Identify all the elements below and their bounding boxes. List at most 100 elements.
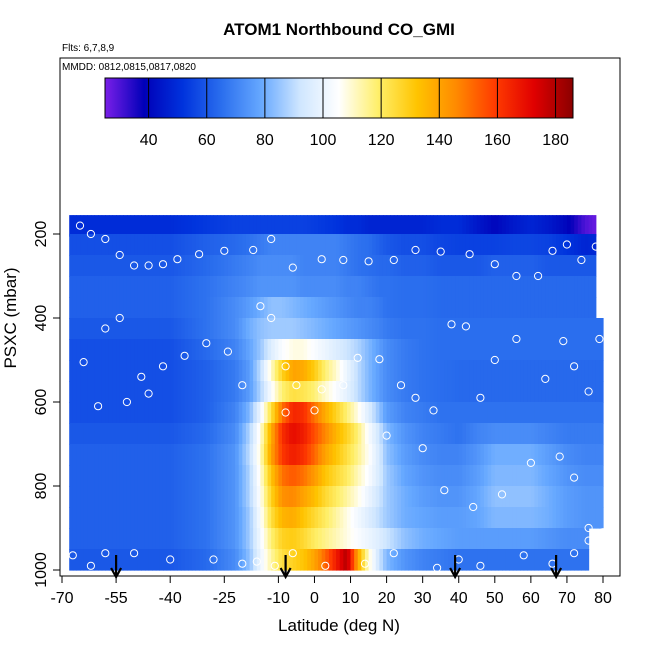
sample-point	[267, 234, 276, 244]
heatmap-cell	[188, 486, 193, 508]
heatmap-cell	[274, 297, 279, 319]
heatmap-cell	[278, 339, 283, 361]
heatmap-cell	[101, 465, 106, 487]
heatmap-cell	[379, 297, 384, 319]
heatmap-cell	[166, 318, 171, 340]
heatmap-cell	[90, 423, 96, 445]
heatmap-cell	[274, 360, 279, 382]
heatmap-cell	[530, 486, 536, 508]
heatmap-cell	[173, 215, 179, 237]
heatmap-cell	[581, 465, 586, 487]
heatmap-cell	[123, 339, 128, 361]
heatmap-cell	[72, 423, 78, 445]
heatmap-cell	[379, 215, 384, 237]
heatmap-cell	[94, 549, 99, 571]
heatmap-cell	[155, 528, 160, 550]
heatmap-cell	[217, 423, 222, 445]
heatmap-cell	[235, 423, 240, 445]
heatmap-cell	[116, 297, 121, 319]
heatmap-cell	[408, 528, 413, 550]
sample-point	[202, 339, 211, 348]
heatmap-cell	[148, 402, 153, 424]
heatmap-cell	[339, 549, 344, 571]
heatmap-cell	[177, 318, 182, 340]
heatmap-cell	[491, 276, 496, 298]
heatmap-cell	[148, 465, 153, 487]
x-tick-label: -55	[105, 590, 128, 607]
heatmap-cell	[235, 486, 240, 508]
heatmap-cell	[357, 528, 362, 550]
heatmap-cell	[433, 465, 438, 487]
heatmap-cell	[314, 528, 319, 550]
heatmap-cell	[300, 360, 305, 382]
sample-point	[158, 260, 168, 269]
heatmap-cell	[188, 507, 193, 529]
heatmap-cell	[473, 402, 478, 424]
heatmap-cell	[516, 507, 521, 529]
heatmap-cell	[152, 486, 157, 508]
colorbar-tick-label: 80	[256, 132, 274, 149]
heatmap-cell	[332, 276, 337, 298]
heatmap-cell	[130, 255, 135, 277]
heatmap-cell	[592, 507, 597, 529]
heatmap-cell	[563, 528, 568, 550]
heatmap-cell	[310, 276, 316, 298]
heatmap-cell	[372, 297, 377, 319]
heatmap-cell	[368, 234, 373, 256]
heatmap-cell	[447, 465, 453, 487]
heatmap-cell	[87, 360, 92, 382]
heatmap-cell	[512, 465, 518, 487]
heatmap-cell	[209, 276, 215, 298]
heatmap-cell	[346, 360, 352, 382]
heatmap-cell	[285, 297, 290, 319]
heatmap-cell	[83, 423, 88, 445]
heatmap-cell	[256, 339, 261, 361]
heatmap-cell	[206, 339, 211, 361]
heatmap-cell	[289, 276, 294, 298]
heatmap-cell	[231, 549, 236, 571]
heatmap-cell	[249, 465, 254, 487]
heatmap-cell	[455, 444, 460, 466]
heatmap-cell	[382, 234, 388, 256]
heatmap-cell	[245, 465, 251, 487]
heatmap-cell	[285, 255, 290, 277]
sample-point	[595, 334, 604, 344]
heatmap-cell	[105, 423, 110, 445]
heatmap-cell	[177, 339, 182, 361]
heatmap-cell	[476, 423, 481, 445]
heatmap-cell	[289, 360, 294, 382]
heatmap-cell	[545, 381, 550, 403]
heatmap-cell	[166, 465, 171, 487]
heatmap-cell	[267, 444, 272, 466]
sample-point	[130, 549, 139, 558]
heatmap-cell	[548, 423, 554, 445]
heatmap-cell	[267, 423, 272, 445]
heatmap-cell	[451, 549, 456, 571]
heatmap-cell	[112, 339, 117, 361]
sample-point	[281, 408, 290, 417]
heatmap-cell	[249, 276, 254, 298]
heatmap-cell	[112, 549, 117, 571]
heatmap-cell	[170, 465, 175, 487]
heatmap-cell	[581, 318, 586, 340]
heatmap-cell	[577, 528, 582, 550]
heatmap-cell	[90, 507, 96, 529]
heatmap-cell	[390, 549, 395, 571]
heatmap-cell	[480, 318, 485, 340]
heatmap-cell	[379, 549, 384, 571]
heatmap-cell	[419, 339, 424, 361]
heatmap-cell	[426, 549, 431, 571]
heatmap-cell	[339, 528, 344, 550]
heatmap-cell	[404, 297, 409, 319]
heatmap-cell	[534, 402, 539, 424]
heatmap-cell	[437, 549, 442, 571]
heatmap-cell	[267, 402, 272, 424]
heatmap-cell	[523, 297, 528, 319]
heatmap-cell	[451, 465, 456, 487]
heatmap-cell	[130, 215, 135, 237]
heatmap-cell	[415, 381, 420, 403]
heatmap-cell	[548, 507, 554, 529]
heatmap-cell	[274, 402, 279, 424]
heatmap-cell	[181, 255, 186, 277]
heatmap-cell	[130, 507, 135, 529]
